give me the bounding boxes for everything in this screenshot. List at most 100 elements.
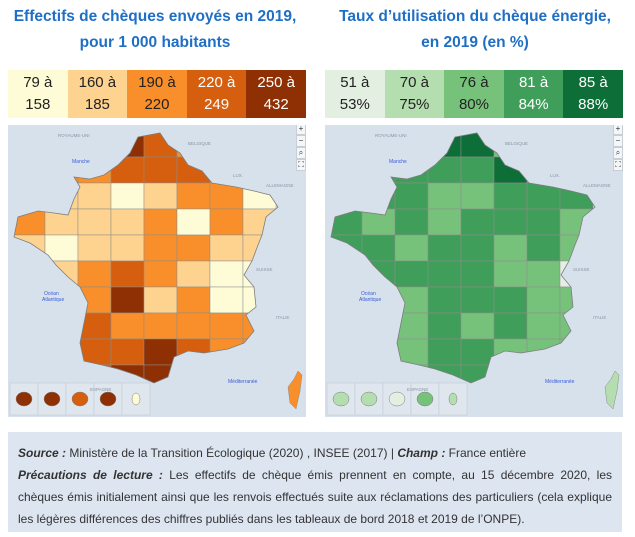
corsica-region[interactable]: [604, 370, 620, 410]
department-region[interactable]: [460, 260, 495, 288]
department-region[interactable]: [427, 312, 462, 340]
department-region[interactable]: [427, 208, 462, 236]
department-region[interactable]: [493, 312, 528, 340]
department-region[interactable]: [329, 131, 363, 158]
department-region[interactable]: [361, 338, 396, 366]
department-region[interactable]: [559, 260, 594, 288]
department-region[interactable]: [329, 260, 363, 288]
department-region[interactable]: [209, 131, 244, 158]
department-region[interactable]: [526, 338, 561, 366]
department-region[interactable]: [209, 182, 244, 210]
search-icon[interactable]: ⌕: [613, 147, 623, 159]
department-region[interactable]: [559, 234, 594, 262]
department-region[interactable]: [394, 260, 429, 288]
department-region[interactable]: [176, 260, 211, 288]
department-region[interactable]: [394, 286, 429, 314]
department-region[interactable]: [526, 260, 561, 288]
department-region[interactable]: [427, 286, 462, 314]
department-region[interactable]: [559, 286, 594, 314]
department-region[interactable]: [77, 312, 112, 340]
department-region[interactable]: [242, 312, 277, 340]
department-region[interactable]: [176, 208, 211, 236]
department-region[interactable]: [559, 131, 594, 158]
department-region[interactable]: [110, 156, 145, 184]
department-region[interactable]: [493, 364, 528, 391]
department-region[interactable]: [493, 286, 528, 314]
department-region[interactable]: [77, 234, 112, 262]
department-region[interactable]: [110, 312, 145, 340]
department-region[interactable]: [176, 234, 211, 262]
department-region[interactable]: [209, 234, 244, 262]
department-region[interactable]: [143, 182, 178, 210]
department-region[interactable]: [493, 182, 528, 210]
department-region[interactable]: [493, 208, 528, 236]
department-region[interactable]: [559, 338, 594, 366]
department-region[interactable]: [143, 208, 178, 236]
department-region[interactable]: [559, 364, 594, 391]
department-region[interactable]: [110, 234, 145, 262]
department-region[interactable]: [242, 234, 277, 262]
department-region[interactable]: [110, 260, 145, 288]
department-region[interactable]: [361, 208, 396, 236]
department-region[interactable]: [394, 312, 429, 340]
department-region[interactable]: [460, 156, 495, 184]
overseas-territory[interactable]: [15, 391, 33, 407]
corsica-region[interactable]: [287, 370, 303, 410]
department-region[interactable]: [427, 338, 462, 366]
department-region[interactable]: [143, 260, 178, 288]
department-region[interactable]: [460, 338, 495, 366]
department-region[interactable]: [209, 338, 244, 366]
overseas-territory[interactable]: [448, 392, 458, 406]
department-region[interactable]: [329, 286, 363, 314]
zoom-in-button[interactable]: +: [296, 125, 306, 135]
department-region[interactable]: [110, 131, 145, 158]
department-region[interactable]: [209, 260, 244, 288]
overseas-territory[interactable]: [131, 392, 141, 406]
department-region[interactable]: [493, 156, 528, 184]
department-region[interactable]: [242, 131, 277, 158]
department-region[interactable]: [361, 234, 396, 262]
department-region[interactable]: [559, 156, 594, 184]
department-region[interactable]: [209, 312, 244, 340]
department-region[interactable]: [12, 260, 46, 288]
department-region[interactable]: [526, 131, 561, 158]
department-region[interactable]: [176, 364, 211, 391]
department-region[interactable]: [209, 286, 244, 314]
department-region[interactable]: [329, 338, 363, 366]
department-region[interactable]: [559, 312, 594, 340]
overseas-territory[interactable]: [416, 391, 434, 407]
department-region[interactable]: [361, 260, 396, 288]
department-region[interactable]: [176, 182, 211, 210]
department-region[interactable]: [110, 338, 145, 366]
department-region[interactable]: [12, 182, 46, 210]
department-region[interactable]: [242, 260, 277, 288]
zoom-out-button[interactable]: −: [613, 135, 623, 147]
department-region[interactable]: [329, 234, 363, 262]
department-region[interactable]: [242, 286, 277, 314]
department-region[interactable]: [143, 312, 178, 340]
department-region[interactable]: [526, 286, 561, 314]
department-region[interactable]: [394, 182, 429, 210]
department-region[interactable]: [77, 208, 112, 236]
department-region[interactable]: [12, 234, 46, 262]
department-region[interactable]: [427, 182, 462, 210]
department-region[interactable]: [143, 156, 178, 184]
department-region[interactable]: [460, 208, 495, 236]
department-region[interactable]: [394, 338, 429, 366]
department-region[interactable]: [427, 131, 462, 158]
department-region[interactable]: [329, 156, 363, 184]
overseas-territory[interactable]: [360, 391, 378, 407]
overseas-territory[interactable]: [332, 391, 350, 407]
department-region[interactable]: [176, 286, 211, 314]
department-region[interactable]: [77, 182, 112, 210]
department-region[interactable]: [493, 234, 528, 262]
department-region[interactable]: [394, 208, 429, 236]
department-region[interactable]: [460, 286, 495, 314]
department-region[interactable]: [526, 234, 561, 262]
department-region[interactable]: [329, 182, 363, 210]
department-region[interactable]: [427, 260, 462, 288]
department-region[interactable]: [460, 234, 495, 262]
zoom-out-button[interactable]: −: [296, 135, 306, 147]
department-region[interactable]: [110, 182, 145, 210]
department-region[interactable]: [143, 286, 178, 314]
